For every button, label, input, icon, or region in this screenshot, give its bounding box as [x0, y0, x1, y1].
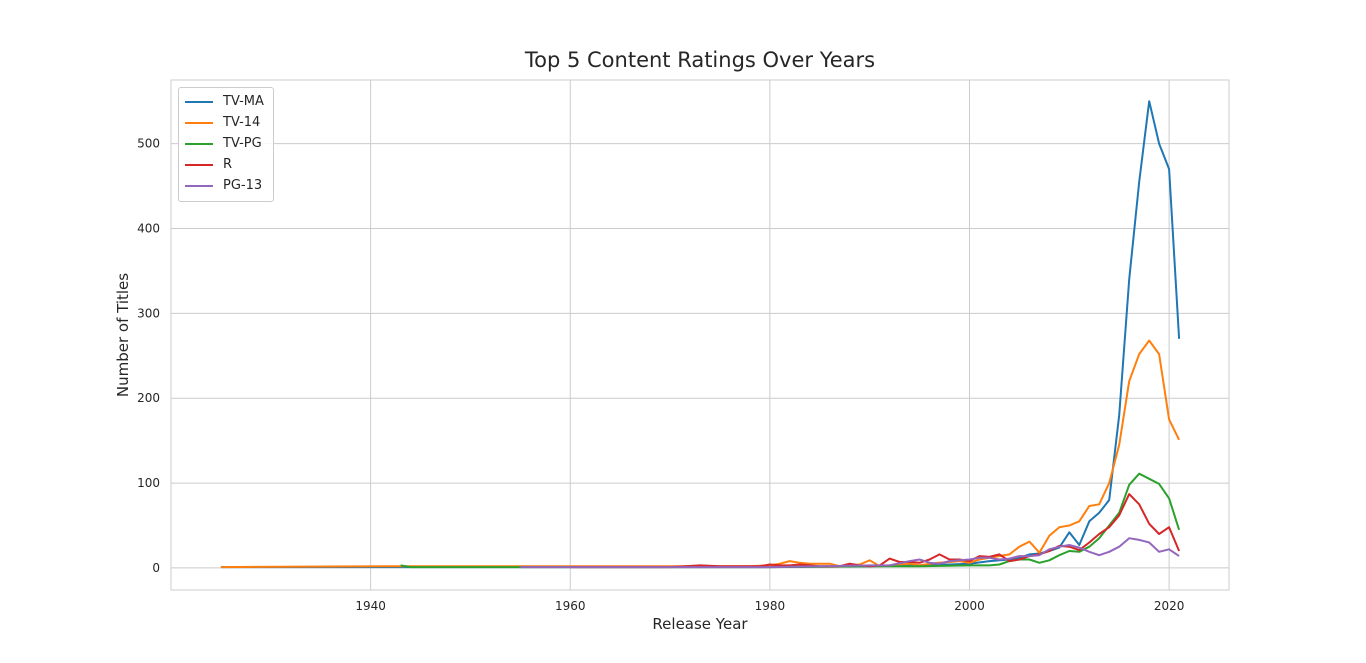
series-line-tv-pg [400, 472, 1181, 569]
series-line-r [570, 493, 1181, 569]
legend-swatch [185, 142, 213, 145]
legend-swatch [185, 121, 213, 124]
axes-frame [170, 79, 1230, 591]
chart-title: Top 5 Content Ratings Over Years [524, 48, 876, 72]
legend-item-pg-13: PG-13 [185, 175, 264, 196]
legend-swatch [185, 100, 213, 103]
series-line-tv-14 [220, 339, 1180, 569]
x-axis-label: Release Year [652, 615, 748, 633]
series-line-pg-13 [520, 537, 1180, 569]
y-tick-label: 0 [152, 561, 160, 575]
y-axis-label: Number of Titles [114, 272, 132, 398]
legend-label: PG-13 [223, 178, 263, 193]
legend: TV-MA TV-14 TV-PG R PG-13 [178, 87, 274, 202]
grid-lines [171, 80, 1229, 590]
legend-swatch [185, 163, 213, 166]
legend-label: TV-MA [223, 94, 264, 109]
legend-label: TV-14 [223, 115, 261, 130]
series-line-tv-ma [220, 100, 1181, 569]
y-tick-label: 200 [137, 391, 160, 405]
legend-label: TV-PG [223, 136, 262, 151]
x-tick-label: 2020 [1154, 599, 1185, 613]
x-tick-label: 1960 [555, 599, 586, 613]
y-tick-label: 300 [137, 306, 160, 320]
y-tick-label: 400 [137, 222, 160, 236]
series-lines [220, 100, 1181, 569]
x-tick-label: 1940 [355, 599, 386, 613]
y-tick-label: 500 [137, 137, 160, 151]
legend-item-tv-ma: TV-MA [185, 91, 264, 112]
y-tick-label: 100 [137, 476, 160, 490]
tick-labels: 1940 1960 1980 2000 2020 0 100 200 300 400 500 [137, 137, 1184, 613]
legend-label: R [223, 157, 233, 172]
legend-item-tv-pg: TV-PG [185, 133, 264, 154]
x-tick-label: 1980 [755, 599, 786, 613]
legend-swatch [185, 184, 213, 187]
legend-item-r: R [185, 154, 264, 175]
x-tick-label: 2000 [954, 599, 985, 613]
legend-item-tv-14: TV-14 [185, 112, 264, 133]
